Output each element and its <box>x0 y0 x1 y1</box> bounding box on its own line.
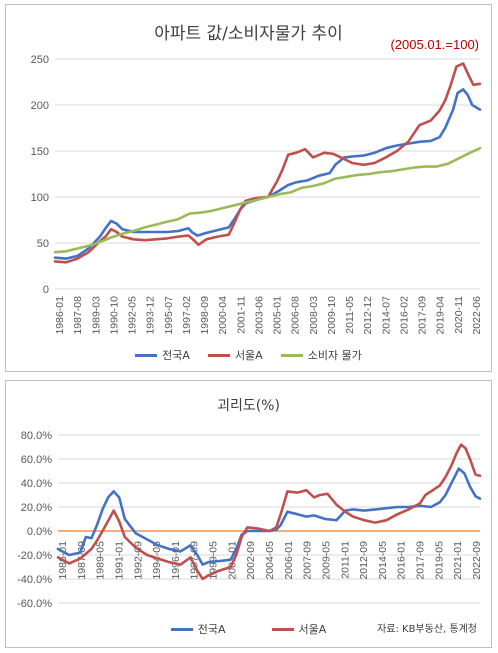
gap-x-tick-label: 1999-05 <box>208 541 220 580</box>
legend-item-national: 전국A <box>135 347 190 363</box>
legend-label-national: 전국A <box>162 349 190 362</box>
gap-y-tick-label: 40.0% <box>21 478 52 490</box>
gap-x-tick-label: 2016-01 <box>396 541 408 580</box>
gap-legend-item-seoul: 서울A <box>271 621 327 637</box>
price-x-tick-label: 2005-01 <box>272 296 284 335</box>
legend-swatch-national <box>135 353 158 357</box>
gap-x-tick-label: 2022-09 <box>471 541 483 580</box>
price-index-chart-panel: 아파트 값/소비자물가 추이 (2005.01.=100) 0 50 100 150 2… <box>5 4 492 372</box>
gap-y-tick-label: 60.0% <box>21 454 52 466</box>
gap-x-tick-label: 2017-09 <box>415 541 427 580</box>
price-x-tick-label: 1998-09 <box>199 296 211 335</box>
legend-label-seoul: 서울A <box>234 349 263 362</box>
gap-legend-swatch-national <box>170 627 193 631</box>
gap-chart-legend: 전국A 서울A <box>6 621 491 637</box>
price-x-tick-label: 2012-12 <box>362 296 374 335</box>
price-x-tick-label: 2003-06 <box>253 296 265 335</box>
price-x-tick-label: 2019-04 <box>435 296 447 335</box>
gap-x-tick-label: 2002-09 <box>245 541 257 580</box>
price-x-tick-label: 1989-03 <box>90 296 102 335</box>
price-x-tick-label: 1986-01 <box>54 296 66 335</box>
gap-y-tick-label: 20.0% <box>21 502 52 514</box>
price-x-tick-label: 2022-06 <box>471 296 483 335</box>
gap-legend-label-seoul: 서울A <box>298 623 327 636</box>
price-y-tick-label: 0 <box>43 284 49 296</box>
gap-legend-label-national: 전국A <box>197 623 226 636</box>
gap-x-tick-label: 2021-01 <box>452 541 464 580</box>
legend-swatch-cpi <box>280 353 303 357</box>
gap-y-tick-label: -40.0% <box>17 574 52 586</box>
price-x-tick-label: 1995-07 <box>163 296 175 335</box>
price-series-line-2 <box>53 146 482 254</box>
gap-x-tick-label: 2009-05 <box>320 541 332 580</box>
price-x-tick-label: 2017-09 <box>417 296 429 335</box>
price-x-tick-label: 2008-03 <box>308 296 320 335</box>
gap-chart-title: 괴리도(%) <box>217 398 280 414</box>
gap-x-tick-label: 2007-09 <box>302 541 314 580</box>
price-x-tick-label: 1993-12 <box>145 296 157 335</box>
gap-ratio-chart-panel: 괴리도(%) 80.0% 60.0% 40.0% 20.0% 0.0% -20.0% -40… <box>5 380 492 648</box>
price-index-chart-plot: 0 50 100 150 200 250 1986-01 1987-08 1989-03 1990… <box>31 54 483 335</box>
gap-y-tick-label: -60.0% <box>17 598 52 610</box>
chart-title: 아파트 값/소비자물가 추이 <box>154 24 343 44</box>
price-y-tick-label: 150 <box>31 146 49 158</box>
price-x-tick-label: 2000-04 <box>217 296 229 335</box>
gap-x-tick-label: 1987-09 <box>76 541 88 580</box>
gap-ratio-chart-plot: 80.0% 60.0% 40.0% 20.0% 0.0% -20.0% -40.0% -60.… <box>17 430 483 610</box>
base-year-note: (2005.01.=100) <box>390 37 479 52</box>
price-x-tick-label: 1992-05 <box>127 296 139 335</box>
gap-x-tick-label: 1991-01 <box>113 541 125 580</box>
gap-y-tick-label: 80.0% <box>21 430 52 442</box>
gap-x-tick-label: 1996-01 <box>170 541 182 580</box>
price-x-tick-label: 2011-05 <box>344 296 356 334</box>
gap-x-tick-label: 2011-01 <box>339 541 351 579</box>
source-note: 자료: KB부동산, 통계청 <box>377 624 477 635</box>
price-series-line-1 <box>53 62 482 264</box>
price-x-tick-label: 2001-11 <box>235 296 247 334</box>
price-x-tick-label: 2016-02 <box>398 296 410 335</box>
gap-legend-item-national: 전국A <box>170 621 226 637</box>
price-x-tick-label: 1987-08 <box>72 296 84 335</box>
price-y-tick-label: 100 <box>31 192 49 204</box>
gap-x-tick-label: 1989-05 <box>95 541 107 580</box>
price-x-tick-label: 2020-11 <box>453 296 465 334</box>
gap-x-tick-label: 1994-05 <box>151 541 163 580</box>
legend-label-cpi: 소비자 물가 <box>307 349 362 362</box>
price-x-tick-label: 2006-08 <box>290 296 302 335</box>
gap-x-tick-label: 2006-01 <box>283 541 295 580</box>
gap-x-tick-label: 2012-09 <box>358 541 370 580</box>
gap-legend-swatch-seoul <box>271 627 294 631</box>
gap-y-tick-label: -20.0% <box>17 550 52 562</box>
gap-series-line-1 <box>56 443 482 581</box>
price-y-tick-label: 50 <box>37 238 49 250</box>
legend-swatch-seoul <box>207 353 230 357</box>
gap-y-tick-label: 0.0% <box>27 526 52 538</box>
gap-x-tick-label: 2004-05 <box>264 541 276 580</box>
gap-x-tick-label: 2019-05 <box>433 541 445 580</box>
chart-legend: 전국A 서울A 소비자 물가 <box>6 347 491 363</box>
price-x-tick-label: 1990-10 <box>108 296 120 335</box>
price-x-tick-label: 2014-07 <box>380 296 392 335</box>
price-x-tick-label: 1997-02 <box>181 296 193 335</box>
price-y-tick-label: 200 <box>31 100 49 112</box>
gap-x-tick-label: 2014-05 <box>377 541 389 580</box>
price-x-tick-label: 2009-10 <box>326 296 338 335</box>
legend-item-seoul: 서울A <box>207 347 263 363</box>
price-y-tick-label: 250 <box>31 54 49 66</box>
legend-item-cpi: 소비자 물가 <box>280 347 362 363</box>
